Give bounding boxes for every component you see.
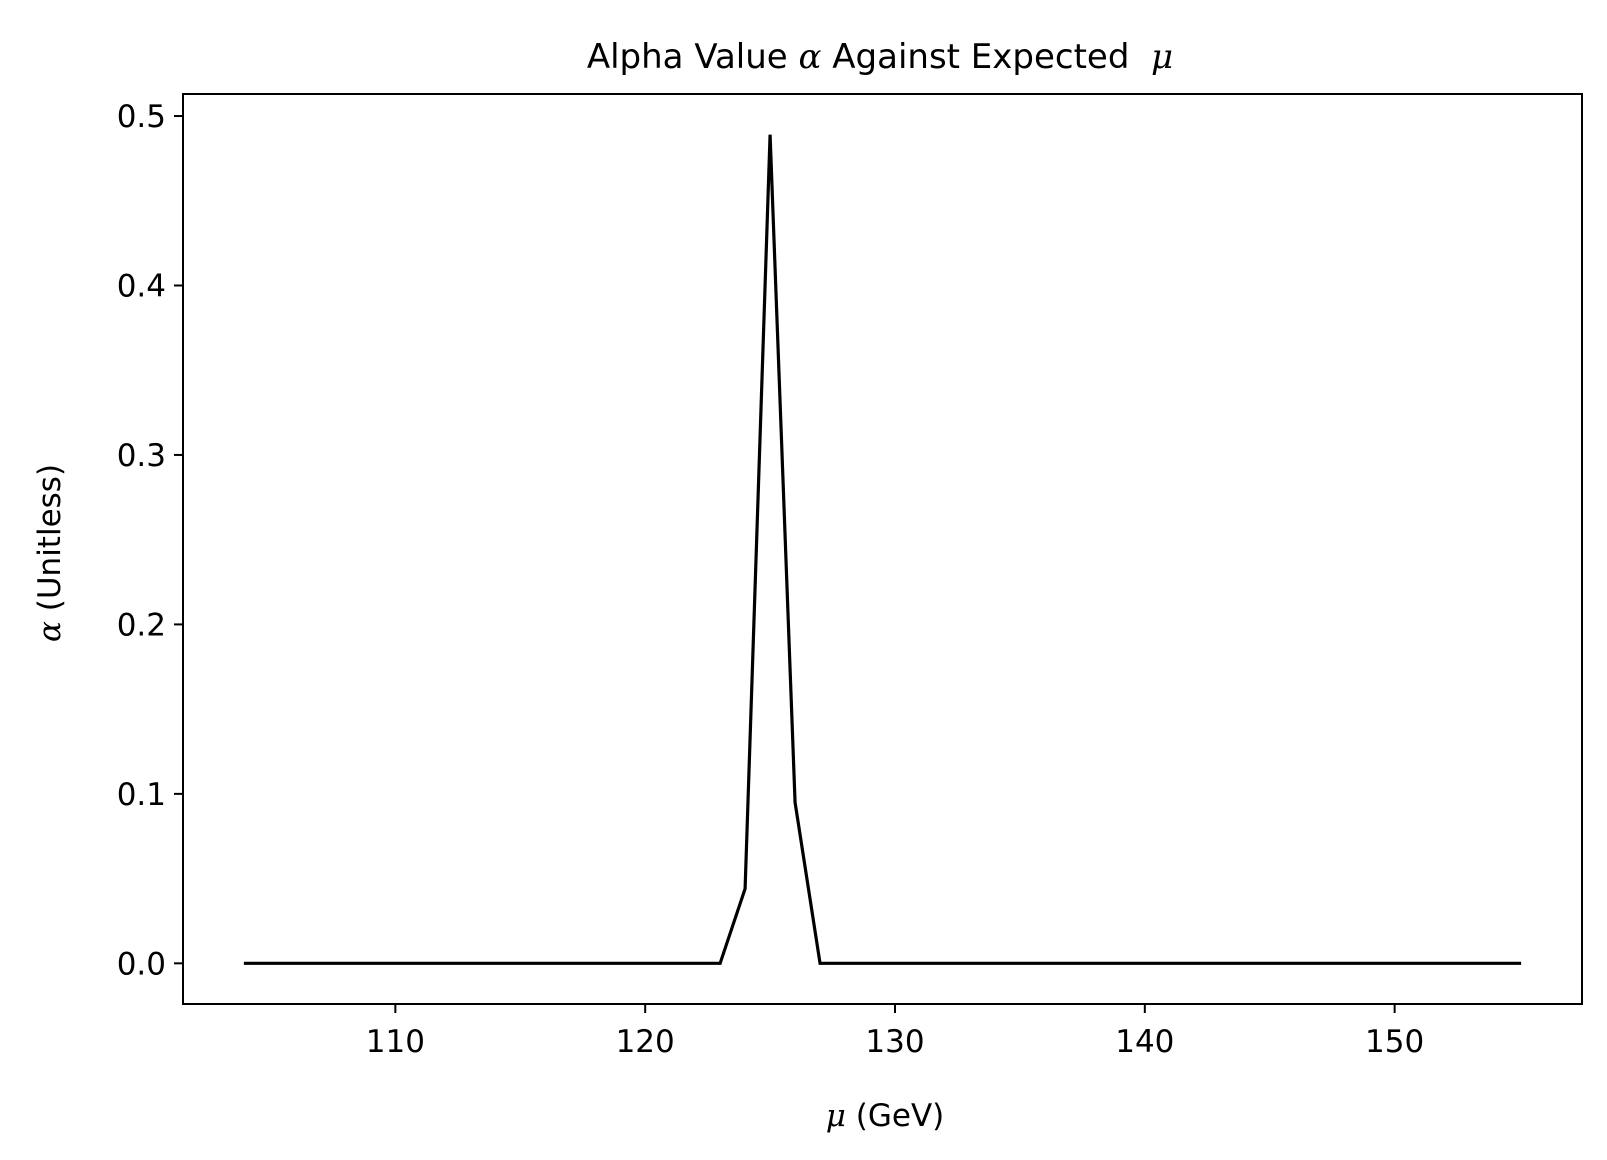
y-label-unit: (Unitless) — [32, 464, 68, 621]
x-label-mu-symbol: μ — [826, 1098, 846, 1134]
y-tick-label: 0.3 — [117, 438, 166, 474]
series-layer — [243, 134, 1522, 965]
x-tick-label: 140 — [1115, 1024, 1174, 1060]
y-tick-label: 0.5 — [117, 99, 166, 135]
y-tick-label: 0.1 — [117, 777, 166, 813]
y-label-alpha-symbol: α — [32, 621, 68, 642]
x-tick-label: 120 — [616, 1024, 675, 1060]
x-tick-label: 150 — [1365, 1024, 1424, 1060]
title-mu-symbol: μ — [1151, 37, 1173, 77]
x-label-unit: (GeV) — [846, 1098, 944, 1134]
y-tick-label: 0.2 — [117, 607, 166, 643]
y-tick-label: 0.4 — [117, 268, 166, 304]
chart-title: Alpha Value α Against Expected μ — [587, 37, 1173, 77]
x-axis-ticks: 110 120 130 140 150 — [366, 1004, 1424, 1060]
series-line — [243, 134, 1522, 965]
y-axis-ticks: 0.0 0.1 0.2 0.3 0.4 0.5 — [117, 99, 183, 982]
title-text-part: Against Expected — [821, 37, 1151, 77]
plot-area-frame — [182, 93, 1583, 1005]
title-text-part: Alpha Value — [587, 37, 799, 77]
x-axis-label: μ (GeV) — [826, 1098, 945, 1134]
y-axis-label: α (Unitless) — [32, 464, 68, 642]
x-tick-label: 130 — [865, 1024, 924, 1060]
title-alpha-symbol: α — [799, 37, 822, 77]
y-tick-label: 0.0 — [117, 946, 166, 982]
x-tick-label: 110 — [366, 1024, 425, 1060]
